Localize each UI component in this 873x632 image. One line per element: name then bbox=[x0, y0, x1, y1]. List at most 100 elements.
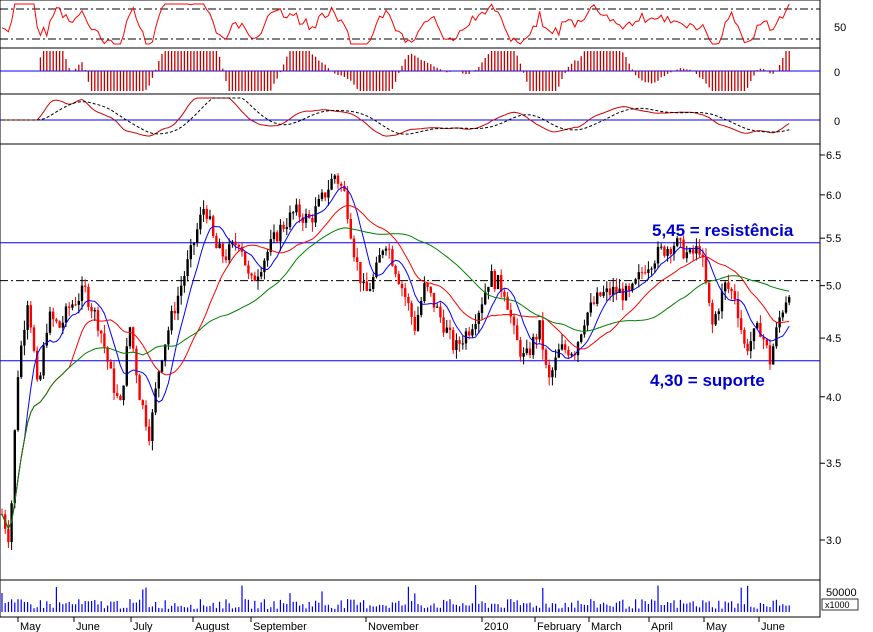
candle bbox=[480, 297, 484, 320]
candle-body bbox=[64, 306, 68, 323]
candle bbox=[445, 320, 448, 334]
candle bbox=[714, 311, 717, 326]
candle bbox=[71, 299, 74, 311]
candle-body bbox=[772, 346, 775, 365]
candle bbox=[592, 296, 596, 306]
candle bbox=[602, 285, 605, 298]
candle-body bbox=[301, 217, 304, 223]
candle bbox=[260, 266, 263, 280]
candle-body bbox=[157, 371, 160, 389]
resistance-annotation: 5,45 = resistência bbox=[652, 221, 794, 240]
candle bbox=[68, 302, 71, 317]
moving-averages bbox=[1, 186, 790, 530]
candle bbox=[279, 219, 282, 252]
candle-body bbox=[676, 238, 679, 246]
candle-body bbox=[752, 328, 756, 342]
candle bbox=[356, 247, 359, 271]
candle bbox=[244, 251, 247, 266]
candle bbox=[570, 352, 573, 357]
candle bbox=[528, 341, 532, 358]
candle-body bbox=[656, 246, 660, 264]
candle-body bbox=[480, 304, 484, 313]
candle-body bbox=[397, 274, 400, 284]
candle bbox=[362, 273, 365, 291]
candle-body bbox=[420, 301, 423, 316]
candle bbox=[615, 278, 618, 301]
candle bbox=[93, 307, 96, 321]
candle bbox=[743, 327, 746, 349]
candle-body bbox=[295, 204, 298, 213]
candle-body bbox=[583, 325, 586, 335]
volume-multiplier-label: x1000 bbox=[825, 600, 850, 610]
candle bbox=[522, 347, 525, 365]
candle bbox=[29, 301, 32, 333]
candle-body bbox=[736, 299, 740, 319]
candle bbox=[263, 258, 266, 280]
candle-body bbox=[784, 302, 788, 313]
candle bbox=[141, 399, 144, 410]
candle bbox=[80, 276, 84, 310]
candle-body bbox=[154, 388, 157, 413]
candle bbox=[36, 346, 39, 382]
candle-body bbox=[708, 282, 711, 303]
candle bbox=[13, 429, 16, 509]
candle-body bbox=[554, 357, 557, 371]
candlestick-series bbox=[0, 173, 791, 550]
candle bbox=[442, 309, 445, 337]
candle bbox=[484, 283, 487, 306]
candle bbox=[20, 340, 23, 379]
candle bbox=[100, 329, 103, 344]
candle-body bbox=[276, 232, 279, 242]
candle bbox=[740, 310, 743, 335]
candle-body bbox=[519, 340, 522, 357]
candle-body bbox=[189, 245, 192, 260]
candle bbox=[516, 318, 519, 341]
candle bbox=[7, 520, 10, 549]
candle bbox=[708, 282, 711, 307]
candle bbox=[647, 261, 650, 280]
candle-body bbox=[384, 248, 388, 251]
rsi-pane bbox=[0, 3, 820, 45]
candle-body bbox=[199, 214, 202, 230]
candle-body bbox=[653, 263, 656, 269]
month-tick-label: March bbox=[591, 621, 622, 632]
candle bbox=[452, 327, 455, 354]
candle-body bbox=[503, 291, 506, 297]
candle-body bbox=[781, 312, 784, 318]
candle-body bbox=[164, 344, 167, 361]
candle-body bbox=[445, 327, 448, 333]
candle-body bbox=[266, 251, 269, 261]
candle-body bbox=[388, 248, 391, 250]
candle bbox=[551, 367, 554, 386]
month-tick-label: April bbox=[651, 621, 673, 632]
candle bbox=[327, 179, 330, 206]
candle-body bbox=[311, 218, 314, 223]
candle-body bbox=[29, 305, 32, 328]
candle bbox=[496, 274, 500, 290]
candle bbox=[583, 319, 586, 338]
candle-body bbox=[381, 250, 384, 255]
candle-body bbox=[724, 282, 727, 292]
candle bbox=[253, 271, 256, 282]
candle-body bbox=[615, 286, 618, 293]
candle-body bbox=[90, 307, 93, 312]
candle-body bbox=[116, 392, 119, 396]
candle bbox=[103, 324, 106, 354]
candle-body bbox=[548, 364, 551, 378]
macd-pane bbox=[0, 97, 820, 137]
candle-body bbox=[631, 283, 634, 291]
candle-body bbox=[13, 430, 16, 504]
candle-body bbox=[288, 212, 292, 228]
candle-body bbox=[429, 286, 432, 293]
candle bbox=[599, 291, 602, 298]
candle-body bbox=[551, 370, 554, 378]
candle bbox=[560, 334, 564, 351]
candle-body bbox=[512, 316, 516, 326]
candle-body bbox=[336, 175, 340, 184]
candle bbox=[711, 299, 714, 334]
candle-body bbox=[112, 368, 116, 393]
candle-body bbox=[602, 292, 605, 296]
candle-body bbox=[224, 256, 228, 261]
candle-body bbox=[509, 309, 512, 317]
